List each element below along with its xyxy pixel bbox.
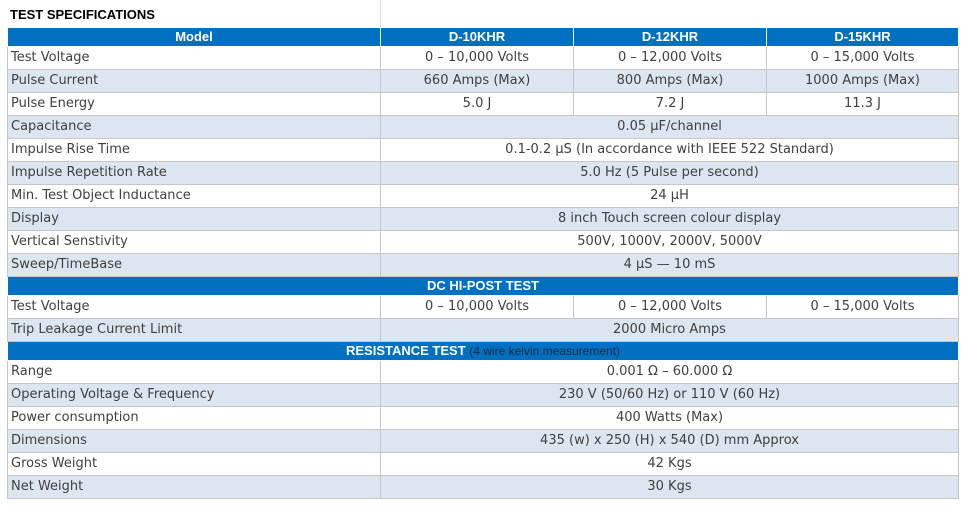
spec-label: Vertical Senstivity [7,230,381,254]
spec-label: Power consumption [7,406,381,430]
spec-row: Test Voltage 0 – 10,000 Volts 0 – 12,000 V… [7,295,959,319]
spec-value: 800 Amps (Max) [573,69,767,93]
spec-value: 5.0 J [380,92,574,116]
spec-label: Range [7,360,381,384]
spec-label: Display [7,207,381,231]
spec-value: 5.0 Hz (5 Pulse per second) [380,161,959,185]
spec-row: Range 0.001 Ω – 60.000 Ω [7,360,959,384]
section-title: DC HI-POST TEST [427,278,539,293]
spec-value: 0 – 10,000 Volts [380,295,574,319]
spec-value: 0 – 15,000 Volts [766,295,959,319]
spec-value: 42 Kgs [380,452,959,476]
spec-value: 0.05 µF/channel [380,115,959,139]
spec-row: Pulse Current 660 Amps (Max) 800 Amps (Max… [7,69,959,93]
spec-value: 11.3 J [766,92,959,116]
section-row: RESISTANCE TEST (4 wire kelvin measureme… [7,341,959,361]
spec-value: 4 µS — 10 mS [380,253,959,277]
spec-value: 230 V (50/60 Hz) or 110 V (60 Hz) [380,383,959,407]
header-cell: Model [7,27,381,47]
spec-value: 0.001 Ω – 60.000 Ω [380,360,959,384]
spec-label: Gross Weight [7,452,381,476]
spec-row: Sweep/TimeBase 4 µS — 10 mS [7,253,959,277]
spec-row: Display 8 inch Touch screen colour displa… [7,207,959,231]
spec-label: Pulse Energy [7,92,381,116]
spec-value: 2000 Micro Amps [380,318,959,342]
spec-value: 435 (w) x 250 (H) x 540 (D) mm Approx [380,429,959,453]
spec-row: Min. Test Object Inductance 24 µH [7,184,959,208]
spec-value: 400 Watts (Max) [380,406,959,430]
spec-label: Net Weight [7,475,381,499]
spec-row: Trip Leakage Current Limit 2000 Micro Amp… [7,318,959,342]
section-row: DC HI-POST TEST [7,276,959,296]
spec-label: Operating Voltage & Frequency [7,383,381,407]
spec-value: 30 Kgs [380,475,959,499]
spec-row: Test Voltage 0 – 10,000 Volts 0 – 12,000 V… [7,46,959,70]
spec-value: 0 – 12,000 Volts [573,295,767,319]
spec-label: Impulse Rise Time [7,138,381,162]
spec-value: 24 µH [380,184,959,208]
spec-table: Model D-10KHR D-12KHR D-15KHR Test Voltage 0 … [7,27,959,499]
spec-label: Min. Test Object Inductance [7,184,381,208]
spec-row: Capacitance 0.05 µF/channel [7,115,959,139]
spec-value: 8 inch Touch screen colour display [380,207,959,231]
spec-value: 0 – 10,000 Volts [380,46,574,70]
section-note: (4 wire kelvin measurement) [469,344,620,358]
spec-value: 7.2 J [573,92,767,116]
header-cell: D-10KHR [380,27,574,47]
spec-label: Capacitance [7,115,381,139]
spec-label: Sweep/TimeBase [7,253,381,277]
spec-label: Dimensions [7,429,381,453]
spec-row: Dimensions 435 (w) x 250 (H) x 540 (D) mm… [7,429,959,453]
spec-row: Vertical Senstivity 500V, 1000V, 2000V, 5… [7,230,959,254]
section-cell: DC HI-POST TEST [7,276,959,296]
spec-value: 0 – 15,000 Volts [766,46,959,70]
spec-value: 0.1-0.2 µS (In accordance with IEEE 522 … [380,138,959,162]
section-cell: RESISTANCE TEST (4 wire kelvin measureme… [7,341,959,361]
spec-label: Impulse Repetition Rate [7,161,381,185]
spec-label: Trip Leakage Current Limit [7,318,381,342]
spec-row: Impulse Rise Time 0.1-0.2 µS (In accordan… [7,138,959,162]
header-cell: D-12KHR [573,27,767,47]
spec-label: Pulse Current [7,69,381,93]
spec-label: Test Voltage [7,46,381,70]
spec-row: Gross Weight 42 Kgs [7,452,959,476]
spec-value: 660 Amps (Max) [380,69,574,93]
title: TEST SPECIFICATIONS [10,7,155,22]
header-row: Model D-10KHR D-12KHR D-15KHR [7,27,959,47]
spec-value: 0 – 12,000 Volts [573,46,767,70]
spec-row: Impulse Repetition Rate 5.0 Hz (5 Pulse p… [7,161,959,185]
header-cell: D-15KHR [766,27,959,47]
spec-label: Test Voltage [7,295,381,319]
grid-top [380,0,959,27]
spec-row: Pulse Energy 5.0 J 7.2 J 11.3 J [7,92,959,116]
spec-value: 500V, 1000V, 2000V, 5000V [380,230,959,254]
spec-row: Operating Voltage & Frequency 230 V (50/6… [7,383,959,407]
spec-row: Power consumption 400 Watts (Max) [7,406,959,430]
spec-row: Net Weight 30 Kgs [7,475,959,499]
section-title: RESISTANCE TEST [345,343,466,358]
spec-value: 1000 Amps (Max) [766,69,959,93]
